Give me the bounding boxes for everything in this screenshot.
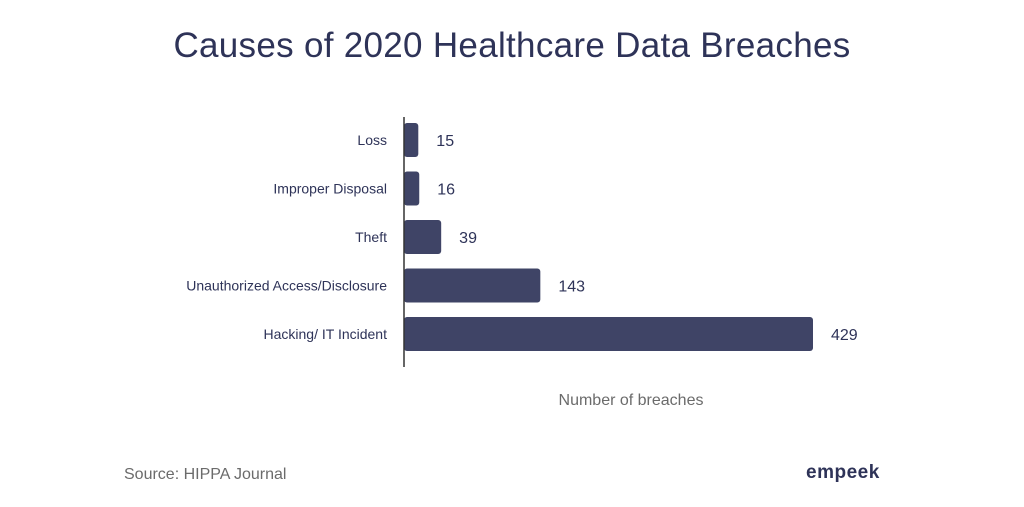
category-label-4: Hacking/ IT Incident [264,326,388,342]
bar-1 [404,171,420,206]
bar-4 [404,317,813,351]
category-label-2: Theft [355,229,387,245]
chart-title: Causes of 2020 Healthcare Data Breaches [173,26,851,65]
data-label-3: 143 [558,279,585,296]
category-label-0: Loss [357,132,387,148]
bar-0 [404,123,419,157]
data-label-2: 39 [459,230,477,247]
bar-3 [404,268,541,303]
category-label-3: Unauthorized Access/Disclosure [186,278,387,294]
data-label-1: 16 [437,182,455,199]
bar-2 [404,220,442,254]
category-label-1: Improper Disposal [273,181,387,197]
source-note: Source: HIPPA Journal [124,466,287,483]
data-label-4: 429 [831,327,858,344]
brand-logo: empeek [806,462,880,483]
x-axis-label: Number of breaches [559,392,704,409]
data-label-0: 15 [436,133,454,150]
